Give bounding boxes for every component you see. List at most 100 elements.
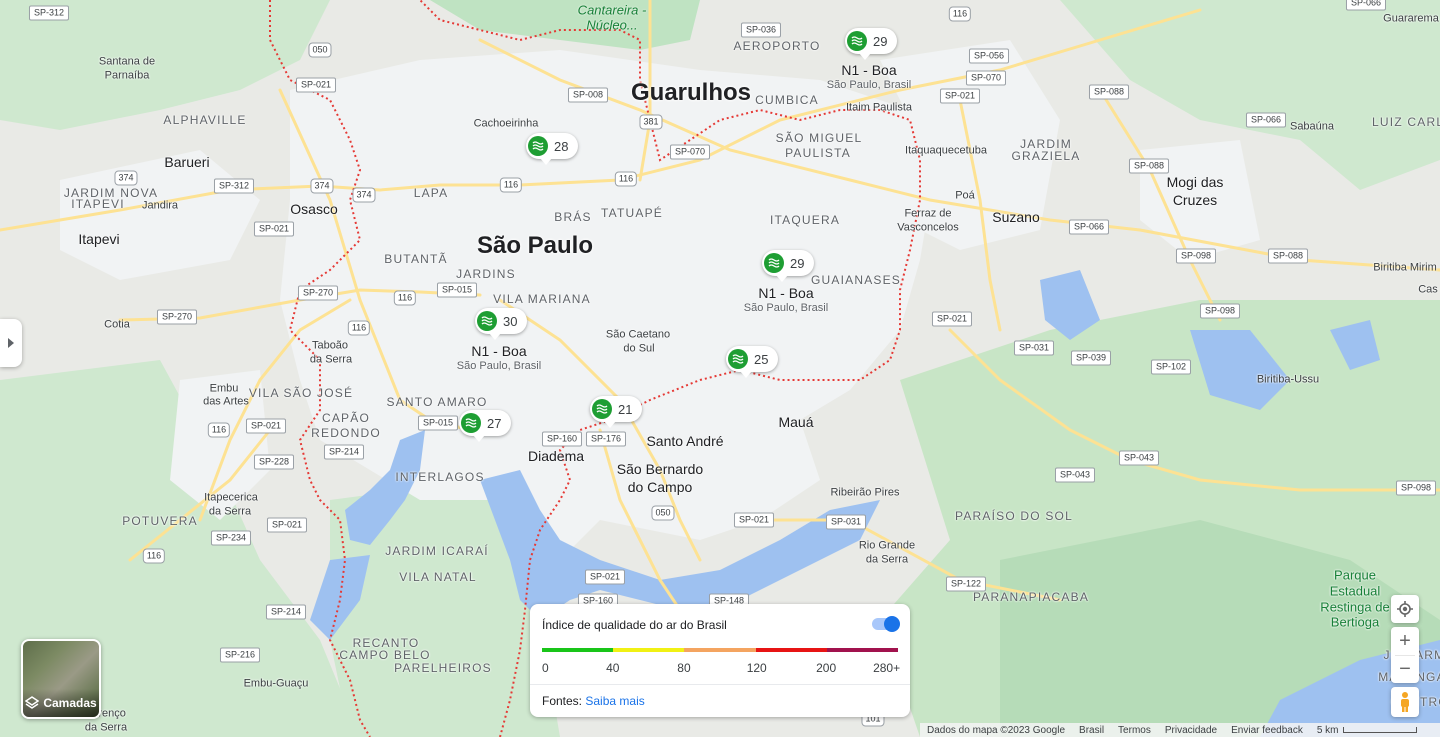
district-label: VILA MARIANA [493,292,591,306]
air-quality-icon [528,136,548,156]
place-label: da Serra [208,505,252,518]
district-label: ALPHAVILLE [163,113,247,127]
marker-25[interactable]: 25 [726,346,779,378]
district-label: BUTANTÃ [384,252,448,266]
place-label: Biritiba Mirim [1373,261,1437,274]
city-label: Santo André [646,433,724,449]
place-label: Sabaúna [1289,120,1335,133]
place-label: Santana de [98,55,156,68]
road-shield: SP-228 [253,454,295,470]
aqi-layer-toggle[interactable] [872,616,900,632]
aqi-value: 21 [618,401,633,417]
district-label: RECANTO [352,636,420,650]
marker-30[interactable]: 30 [475,308,528,340]
road-shield: SP-021 [584,569,626,585]
street-view-pegman[interactable] [1391,687,1419,717]
urban-area [1140,140,1260,260]
road-shield: SP-021 [733,512,775,528]
place-label: Rio Grande [858,539,916,552]
zoom-out-button[interactable]: − [1395,655,1415,683]
marker-29-east[interactable]: 29 [762,250,815,282]
district-label: ITAPEVI [71,197,125,211]
road-shield: SP-021 [253,221,295,237]
scale-bar[interactable]: 5 km [1317,725,1417,736]
marker-21[interactable]: 21 [590,396,643,428]
place-label: Jandira [141,199,179,212]
layers-button[interactable]: Camadas [21,639,101,719]
road-shield: 050 [308,42,332,58]
place-label: da Serra [865,553,909,566]
marker-label-title: N1 - Boa [471,343,527,359]
place-label: Embu [209,382,239,395]
district-label: GRAZIELA [1011,149,1081,163]
district-label: JARDIM [1020,137,1072,151]
air-quality-icon [592,399,612,419]
district-label: VILA NATAL [399,570,477,584]
scale-line [1342,727,1417,733]
my-location-button[interactable] [1391,595,1419,623]
aqi-value: 29 [873,33,888,49]
park-label: Cantareira - [577,2,647,18]
road-shield: 116 [948,6,972,22]
terms-link[interactable]: Termos [1118,724,1151,736]
marker-label-title: N1 - Boa [758,285,814,301]
aqi-tick-label: 0 [542,661,549,675]
district-label: CAPÃO [321,411,371,425]
road-shield: SP-015 [436,282,478,298]
road-shield: SP-056 [968,48,1010,64]
city-label: Cruzes [1172,192,1218,208]
privacy-link[interactable]: Privacidade [1164,724,1218,736]
map-footer: Dados do mapa ©2023 Google Brasil Termos… [920,723,1440,737]
city-label: do Campo [627,479,693,495]
aqi-color-scale [542,648,899,652]
road-shield: SP-098 [1395,480,1437,496]
aqi-scale-segment [613,648,685,652]
forest-area [0,0,330,130]
learn-more-link[interactable]: Saiba mais [585,694,645,708]
road-shield: 381 [639,114,663,130]
air-quality-icon [477,311,497,331]
reservoir [1190,330,1290,410]
marker-label: N1 - Boa São Paulo, Brasil [827,62,911,91]
road-shield: 116 [614,171,638,187]
zoom-in-button[interactable]: + [1399,630,1411,652]
district-label: GUAIANASES [810,273,902,287]
road-shield: 374 [310,178,334,194]
place-label: Cas [1418,283,1438,296]
aqi-value: 28 [554,138,569,154]
city-label: Itapevi [78,231,120,247]
city-label: Diadema [527,448,585,464]
feedback-link[interactable]: Enviar feedback [1231,724,1303,736]
marker-28[interactable]: 28 [526,133,579,165]
place-label: Lorenço [86,707,126,720]
aqi-scale-segment [826,648,899,652]
aqi-tick-label: 80 [677,661,691,675]
road-shield: SP-088 [1128,158,1170,174]
road-shield: SP-036 [740,22,782,38]
country-link[interactable]: Brasil [1079,724,1105,736]
road-shield: SP-270 [297,285,339,301]
chevron-right-icon [8,338,14,348]
place-label: da Serra [84,721,128,734]
marker-29-north[interactable]: 29 [845,28,898,60]
aqi-tick-label: 120 [746,661,767,675]
district-label: PARAÍSO DO SOL [955,509,1073,523]
side-panel-toggle[interactable] [0,319,22,367]
road-shield: 050 [651,505,675,521]
road-shield: SP-098 [1199,303,1241,319]
district-label: PARELHEIROS [394,661,492,675]
marker-27[interactable]: 27 [459,410,512,442]
district-label: LUIZ CARLOS [1372,115,1440,129]
aqi-sources: Fontes: Saiba mais [542,694,645,708]
road-shield: SP-098 [1175,248,1217,264]
place-label: Poá [955,189,975,202]
road-shield: SP-088 [1267,248,1309,264]
road-shield: SP-312 [213,178,255,194]
road-shield: SP-088 [1088,84,1130,100]
forest-area [330,480,560,737]
district-label: POTUVERA [122,514,198,528]
aqi-value: 30 [503,313,518,329]
district-label: SÃO MIGUEL [775,131,863,145]
air-quality-icon [764,253,784,273]
